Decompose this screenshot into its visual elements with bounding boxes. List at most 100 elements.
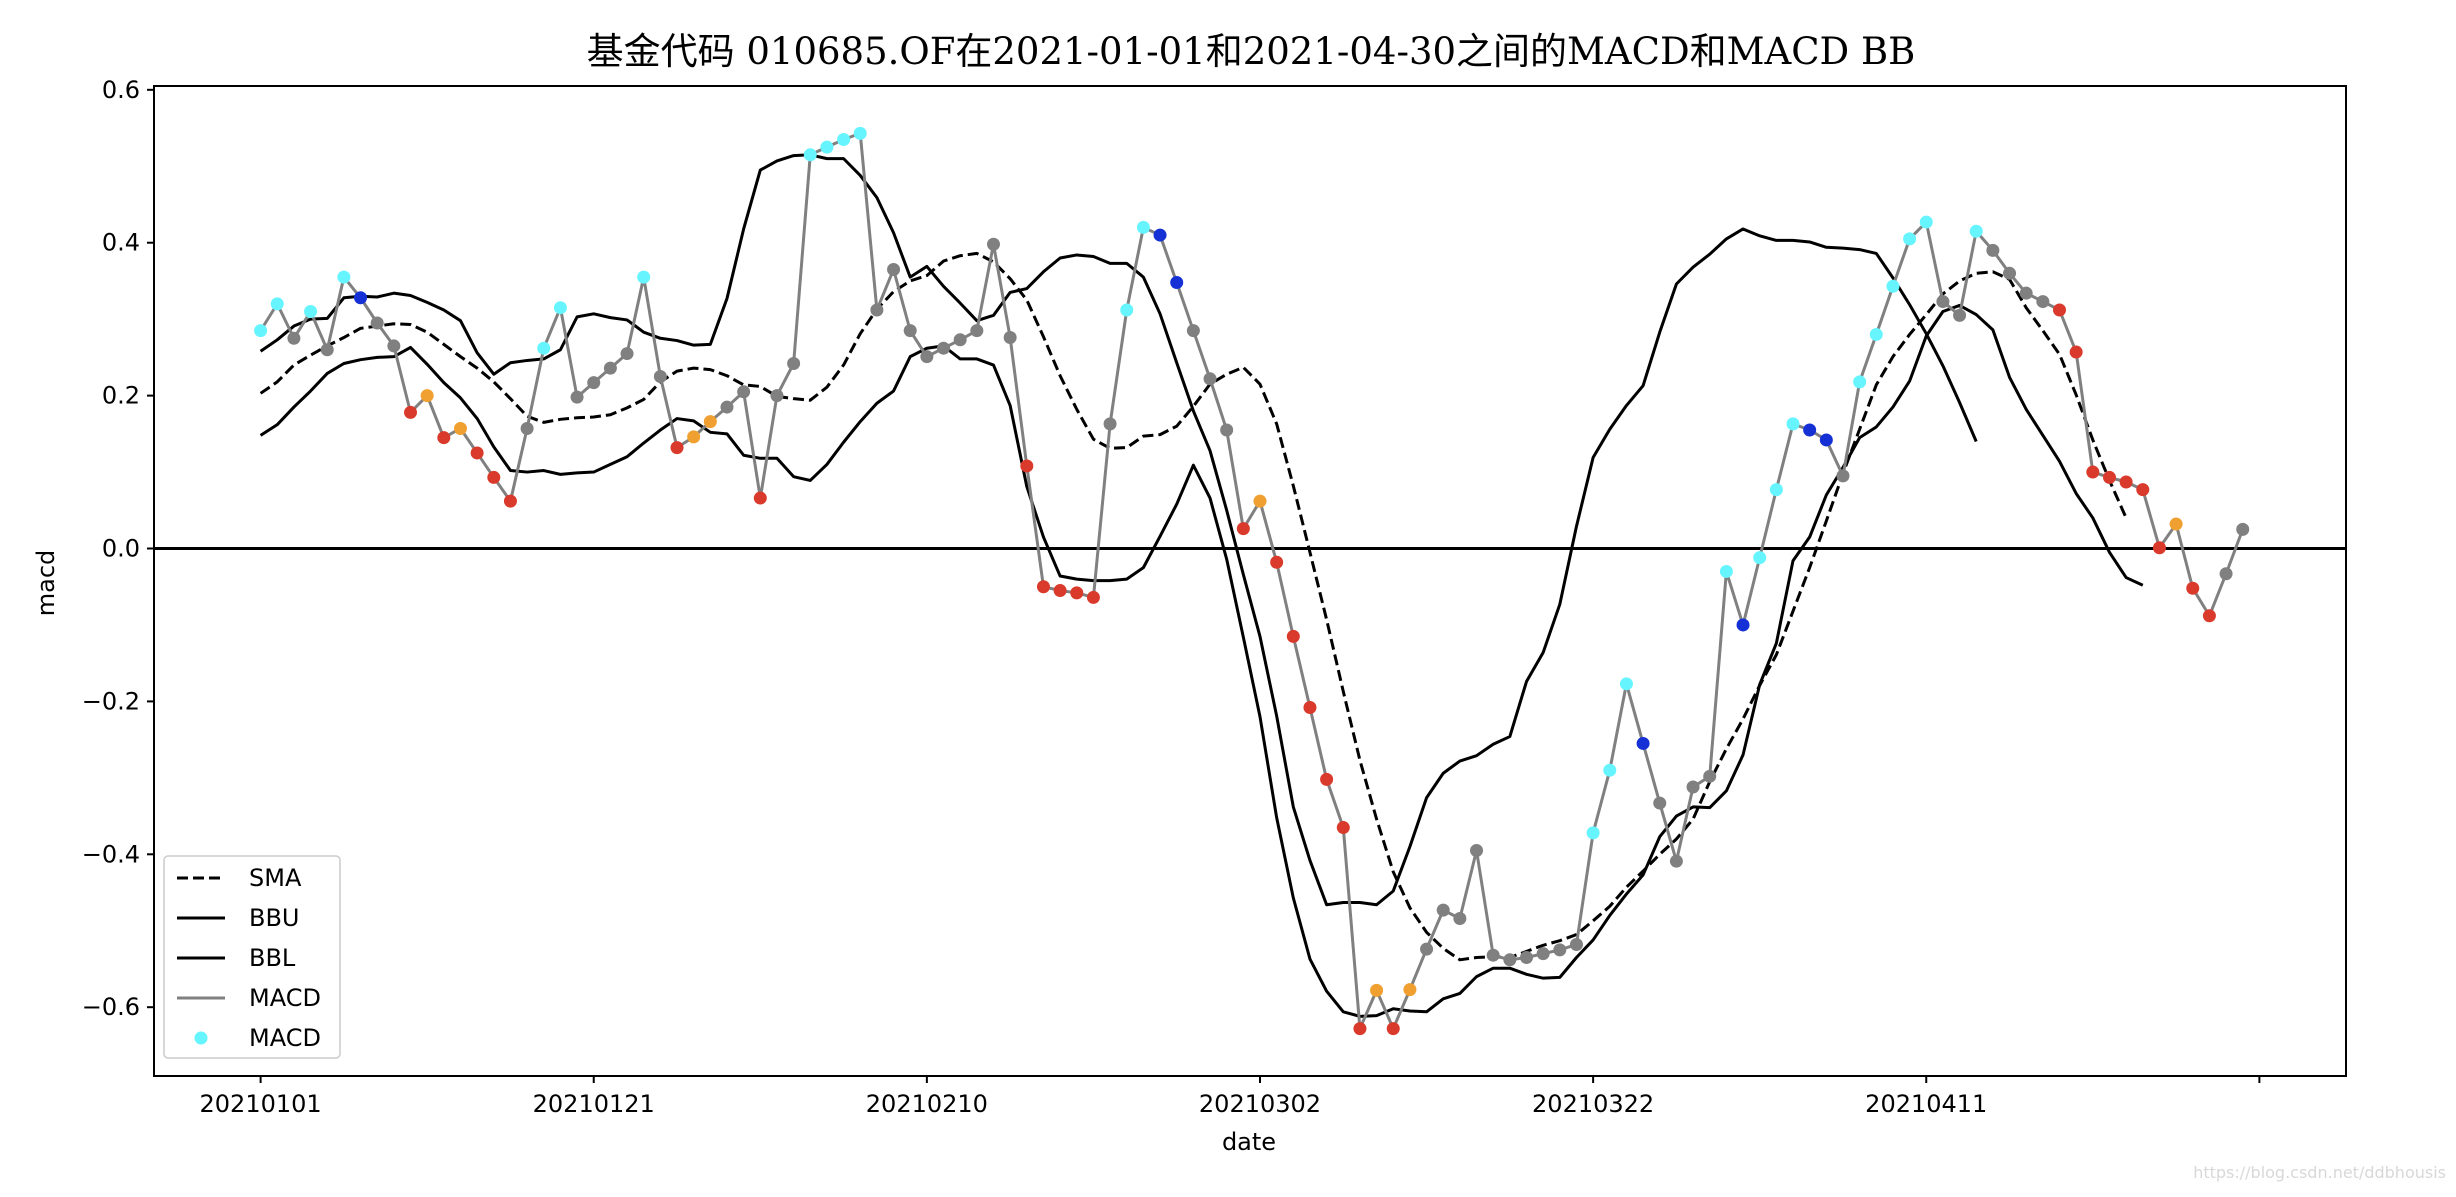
macd-point-blue: [354, 291, 368, 305]
macd-point-orange: [2169, 517, 2183, 531]
macd-point-orange: [1403, 983, 1417, 997]
macd-point-orange: [687, 430, 701, 444]
macd-point-gray: [1486, 948, 1500, 962]
macd-point-red: [1020, 459, 1034, 473]
macd-point-gray: [870, 303, 884, 317]
macd-point-gray: [1986, 243, 2000, 257]
watermark-text: https://blog.csdn.net/ddbhousis: [2193, 1163, 2446, 1182]
macd-point-red: [1070, 586, 1084, 600]
macd-point-gray: [1220, 423, 1234, 437]
legend-item: MACD: [177, 984, 321, 1012]
macd-point-red: [437, 431, 451, 445]
macd-point-gray: [953, 333, 967, 347]
macd-point-gray: [887, 262, 901, 276]
macd-point-cyan: [803, 148, 817, 162]
bbu-line: [259, 153, 1978, 907]
macd-point-gray: [287, 331, 301, 345]
legend-label: MACD: [249, 1024, 321, 1052]
macd-point-orange: [1253, 494, 1267, 508]
y-tick-label: −0.4: [82, 840, 140, 868]
macd-point-gray: [770, 389, 784, 403]
macd-point-cyan: [270, 297, 284, 311]
macd-point-cyan: [1903, 232, 1917, 246]
macd-point-gray: [1453, 912, 1467, 926]
macd-point-orange: [453, 421, 467, 435]
legend-box: [163, 855, 341, 1059]
sma-line: [259, 251, 2128, 962]
macd-markers: [254, 126, 2250, 1036]
macd-point-red: [2086, 465, 2100, 479]
legend-label: SMA: [249, 864, 302, 892]
macd-point-red: [2069, 345, 2083, 359]
macd-point-cyan: [1886, 279, 1900, 293]
macd-point-red: [1336, 821, 1350, 835]
y-tick-label: 0.6: [102, 76, 140, 104]
macd-point-orange: [1370, 983, 1384, 997]
legend-label: BBL: [249, 944, 296, 972]
macd-point-gray: [1003, 331, 1017, 345]
x-tick-label: 20210101: [200, 1090, 322, 1118]
macd-point-gray: [320, 343, 334, 357]
macd-point-red: [2186, 581, 2200, 595]
macd-point-gray: [1553, 943, 1567, 957]
legend-item: BBL: [177, 944, 296, 972]
macd-point-gray: [1436, 903, 1450, 917]
x-tick-label: 20210411: [1865, 1090, 1987, 1118]
macd-point-red: [1386, 1022, 1400, 1036]
macd-point-cyan: [1919, 215, 1933, 229]
macd-point-gray: [970, 324, 984, 338]
macd-point-gray: [2019, 286, 2033, 300]
macd-point-red: [1053, 584, 1067, 598]
macd-point-cyan: [337, 270, 351, 284]
legend-item: MACD: [194, 1024, 321, 1052]
x-tick-label: 20210121: [533, 1090, 655, 1118]
plot-frame: [153, 85, 2347, 1077]
macd-point-blue: [1636, 736, 1650, 750]
macd-point-gray: [937, 341, 951, 355]
y-tick-label: 0.0: [102, 535, 140, 563]
macd-point-red: [1303, 701, 1317, 715]
macd-point-cyan: [1869, 327, 1883, 341]
macd-point-blue: [1819, 433, 1833, 447]
macd-point-cyan: [1719, 564, 1733, 578]
macd-point-cyan: [1120, 303, 1134, 317]
macd-point-cyan: [537, 341, 551, 355]
macd-point-gray: [903, 324, 917, 338]
macd-point-red: [1086, 590, 1100, 604]
macd-point-blue: [1170, 275, 1184, 289]
macd-point-cyan: [1769, 483, 1783, 497]
macd-point-red: [503, 494, 517, 508]
macd-point-gray: [920, 350, 934, 364]
macd-point-gray: [1936, 295, 1950, 309]
macd-point-red: [1286, 629, 1300, 643]
macd-point-gray: [520, 421, 534, 435]
macd-point-gray: [1470, 843, 1484, 857]
chart-title-group: 基金代码 010685.OF在2021-01-01和2021-04-30之间的M…: [587, 30, 1916, 73]
macd-point-red: [1320, 772, 1334, 786]
x-tick-label: 20210210: [866, 1090, 988, 1118]
y-tick-label: −0.6: [82, 993, 140, 1021]
macd-point-gray: [2036, 295, 2050, 309]
x-tick-label: 20210322: [1532, 1090, 1654, 1118]
macd-point-gray: [2003, 266, 2017, 280]
macd-point-gray: [1703, 769, 1717, 783]
macd-point-gray: [387, 339, 401, 353]
macd-point-cyan: [1853, 375, 1867, 389]
x-tick-label: 20210302: [1199, 1090, 1321, 1118]
macd-point-cyan: [553, 301, 567, 315]
macd-point-gray: [1519, 951, 1533, 965]
macd-point-cyan: [637, 270, 651, 284]
macd-point-gray: [1203, 372, 1217, 386]
macd-point-cyan: [820, 140, 834, 154]
legend-item: BBU: [177, 904, 300, 932]
macd-point-cyan: [1586, 826, 1600, 840]
legend-item: SMA: [177, 864, 302, 892]
macd-point-red: [2202, 609, 2216, 623]
macd-point-gray: [737, 385, 751, 399]
macd-point-red: [2119, 475, 2133, 489]
macd-point-red: [2053, 303, 2067, 317]
macd-point-gray: [620, 347, 634, 361]
macd-point-gray: [1836, 469, 1850, 483]
macd-point-cyan: [837, 133, 851, 147]
